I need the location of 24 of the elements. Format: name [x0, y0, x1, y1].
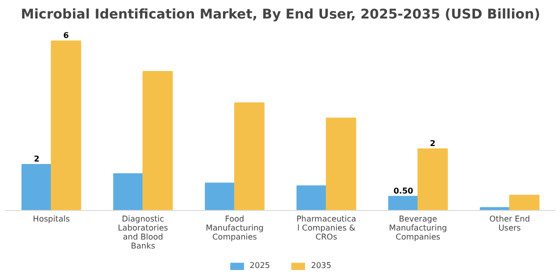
x-tick-label: Diagnostic Laboratories and Blood Banks — [118, 214, 168, 250]
bar — [509, 194, 540, 211]
x-tick-label: Beverage Manufacturing Companies — [389, 214, 447, 242]
bar — [50, 40, 82, 211]
data-label: 2 — [430, 138, 436, 148]
bar — [142, 71, 173, 211]
legend-label: 2035 — [311, 261, 332, 270]
bar — [113, 173, 144, 211]
bar — [234, 102, 264, 211]
bar — [388, 196, 418, 211]
data-label: 2 — [34, 154, 40, 164]
x-tick-label: Other End Users — [489, 214, 530, 232]
data-label: 0.50 — [393, 186, 414, 196]
x-tick-label: Food Manufacturing Companies — [206, 214, 264, 242]
x-tick-label: Pharmaceutical Companies & CROs — [296, 214, 356, 242]
x-tick-label: Hospitals — [32, 214, 70, 224]
data-label: 6 — [63, 31, 70, 40]
legend-label: 2025 — [250, 261, 270, 270]
bar — [326, 118, 356, 211]
chart-title: Microbial Identification Market, By End User, 2025-2035 (USD Billion) — [20, 8, 540, 22]
bar — [418, 148, 448, 211]
bar — [22, 164, 52, 211]
bar — [296, 185, 327, 211]
bar — [204, 182, 236, 211]
